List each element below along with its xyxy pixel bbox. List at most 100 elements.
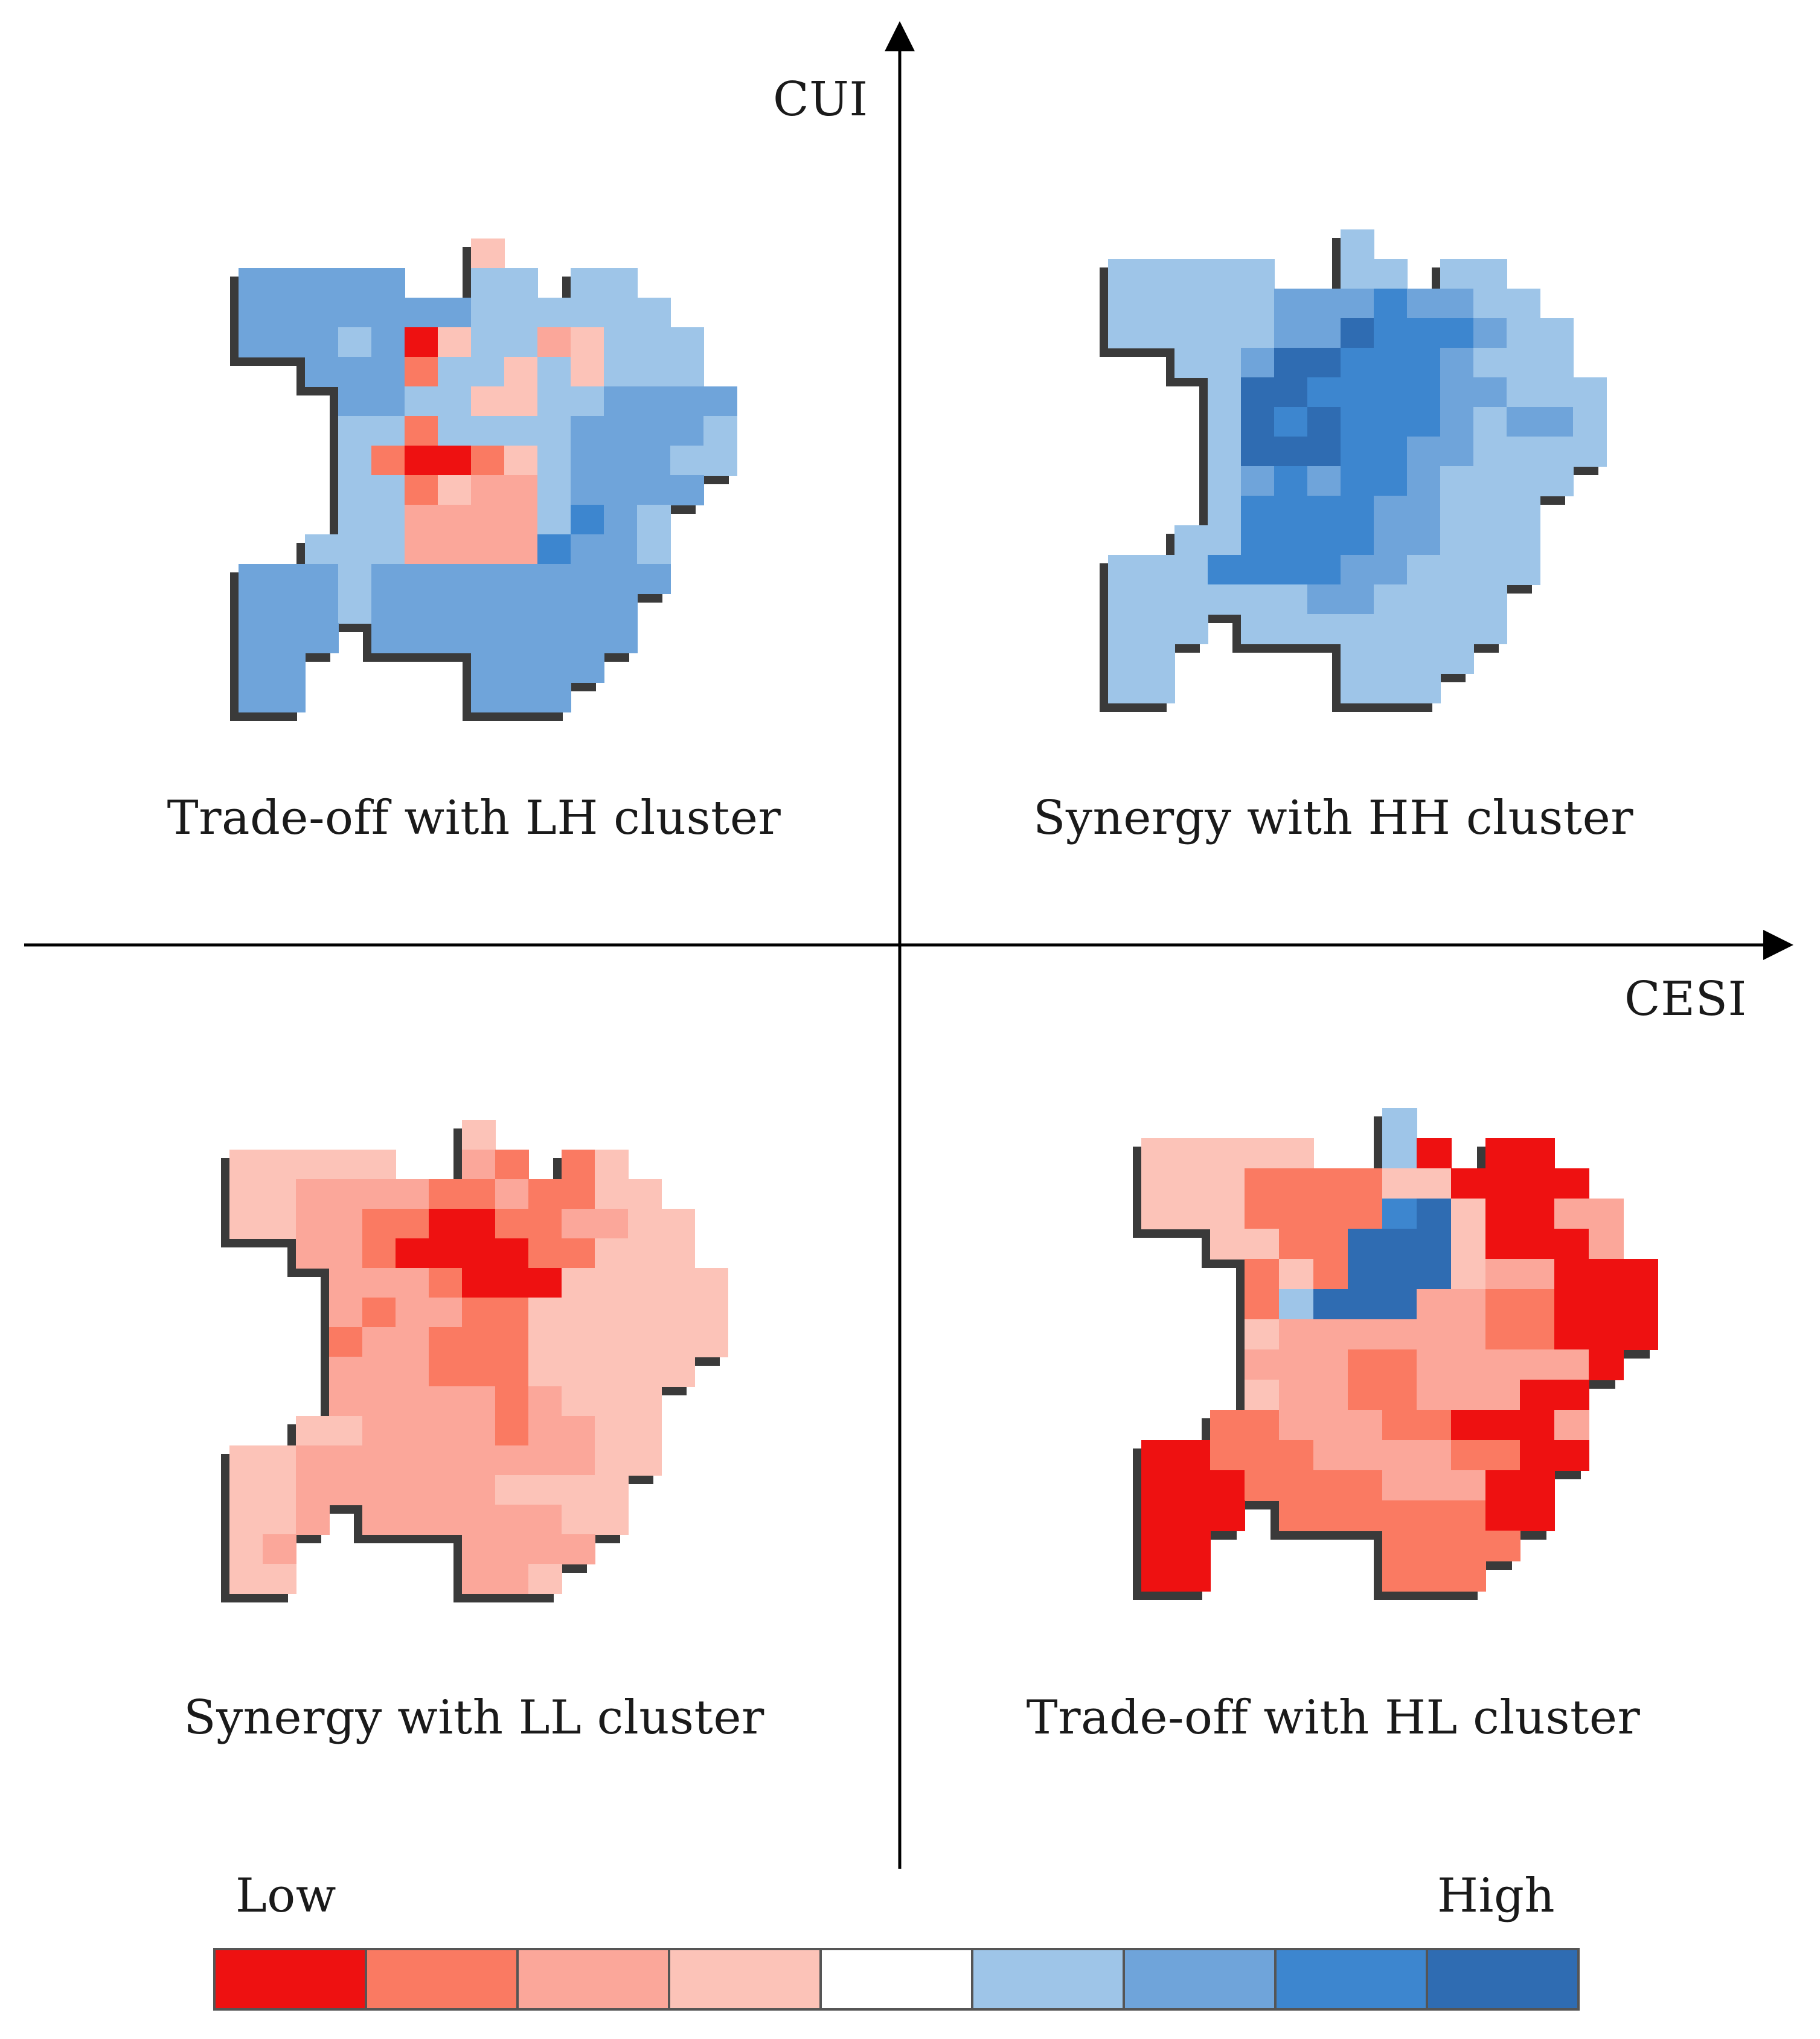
map-cell [1507,348,1540,378]
map-cell [438,446,472,476]
map-cell [1374,644,1408,674]
map-cell [1440,289,1474,319]
map-cell [1520,1319,1555,1350]
map-cell [1307,466,1341,496]
map-cell [263,1179,296,1209]
map-cell [272,268,306,298]
map-cell [1241,289,1275,319]
map-cell [1174,289,1208,319]
map-cell [1348,1500,1383,1531]
map-cell [1473,496,1507,526]
map-cell [396,1475,429,1505]
map-cell [1210,1138,1245,1169]
map-cell [471,653,505,683]
map-cell [1417,1319,1452,1350]
map-cell [628,1209,662,1239]
map-cell [1540,407,1574,437]
map-cell [1473,555,1507,585]
map-cell [429,1238,463,1269]
map-cell [396,1179,429,1209]
map-cell [396,1357,429,1387]
map-cell [1374,318,1408,348]
map-cell [1174,614,1208,644]
map-cell [1279,1289,1314,1320]
map-cell [528,1209,562,1239]
map-cell [1589,1319,1624,1350]
map-cell [1307,289,1341,319]
map-cell [1341,525,1374,555]
map-cell [471,268,505,298]
map-cell [1208,407,1242,437]
map-cell [595,1298,629,1328]
map-cell [1623,1319,1658,1350]
map-cell [1348,1319,1383,1350]
map-cell [528,1179,562,1209]
map-cell [305,357,339,387]
map-cell [1279,1319,1314,1350]
map-cell [1382,1259,1417,1290]
map-cell [1554,1289,1589,1320]
map-cell [1440,318,1474,348]
map-cell [405,594,438,624]
map-cell [571,534,604,565]
map-cell [239,268,272,298]
map-cell [1176,1138,1211,1169]
map-cell [371,534,405,565]
map-cell [1210,1440,1245,1471]
map-cell [1554,1410,1589,1441]
map-cell [1417,1470,1452,1501]
map-cell [1245,1440,1280,1471]
map-cell [528,1445,562,1476]
quadrant-label-hl: Trade-off with HL cluster [1026,1691,1641,1745]
map-cell [637,534,671,565]
map-cell [604,446,638,476]
map-cell [1374,289,1408,319]
map-cell [329,1357,363,1387]
map-cell [1451,1561,1486,1592]
map-cell [628,1268,662,1298]
map-cell [1407,377,1441,408]
map-cell [537,357,571,387]
map-cell [1313,1199,1348,1229]
map-cell [1507,377,1540,408]
map-cell [571,416,604,446]
map-cell [1374,525,1408,555]
map-cell [362,1298,396,1328]
map-cell [528,1475,562,1505]
map-cell [1108,673,1142,703]
map-cell [528,1386,562,1416]
map-cell [1210,1168,1245,1199]
map-cell [495,1445,529,1476]
map-cell [1417,1440,1452,1471]
map-cell [1485,1199,1520,1229]
map-cell [1485,1440,1520,1471]
map-cell [1382,1168,1417,1199]
map-cell [1589,1349,1624,1380]
map-cell [1210,1199,1245,1229]
map-cell [1245,1319,1280,1350]
map-cell [338,564,372,594]
map-cell [471,298,505,328]
map-cell [504,416,538,446]
map-cell [1382,1229,1417,1260]
map-cell [537,623,571,653]
map-cell [528,1564,562,1594]
legend-swatch-2 [365,1948,519,2011]
map-cell [1141,1561,1176,1592]
map-cell [371,505,405,535]
map-cell [1554,1168,1589,1199]
map-cell [1341,229,1374,260]
map-cell [1348,1470,1383,1501]
map-cell [1374,673,1408,703]
map-cell [1313,1380,1348,1410]
map-cell [1382,1410,1417,1441]
map-cell [1520,1470,1555,1501]
map-cell [296,1445,330,1476]
map-cell [571,505,604,535]
map-cell [1485,1380,1520,1410]
map-cell [1341,348,1374,378]
map-cell [504,298,538,328]
map-cell [229,1475,263,1505]
map-cell [595,1505,629,1535]
map-cell [637,564,671,594]
